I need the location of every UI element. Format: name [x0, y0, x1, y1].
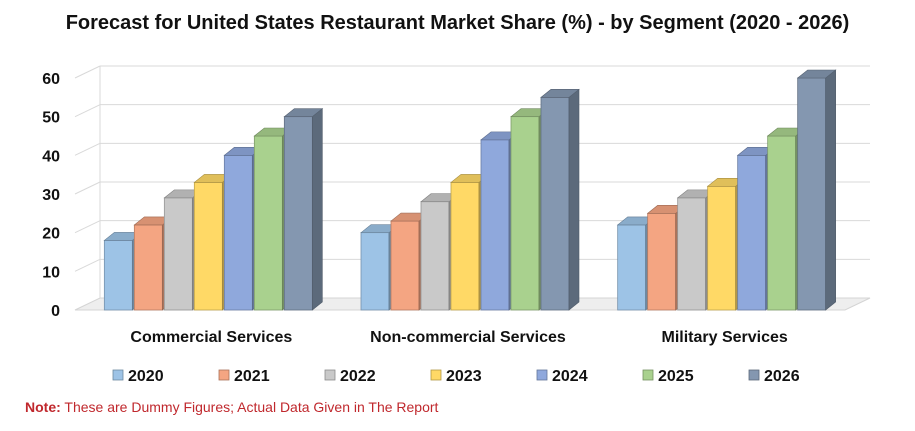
- y-tick-label: 40: [42, 148, 60, 165]
- bars: [103, 69, 837, 311]
- bar-front: [133, 224, 163, 311]
- bar-front: [510, 116, 540, 311]
- bar-front: [737, 154, 767, 311]
- bar-front: [420, 201, 450, 311]
- legend: 2020 2021 2022 2023 2024 2025 2026: [112, 368, 800, 385]
- legend-swatch: [218, 369, 230, 381]
- legend-swatch: [642, 369, 654, 381]
- legend-label: 2025: [658, 368, 694, 385]
- bar: [283, 108, 324, 311]
- bar: [796, 69, 837, 311]
- legend-swatch: [430, 369, 442, 381]
- bar-front: [253, 135, 283, 311]
- bar-front: [390, 220, 420, 311]
- gridline-depth: [74, 65, 101, 79]
- bar-front: [480, 139, 510, 311]
- bar: [540, 88, 580, 311]
- gridline-depth: [74, 258, 101, 272]
- legend-entry: 2026: [748, 368, 800, 385]
- legend-label: 2024: [552, 368, 588, 385]
- bar-front: [540, 96, 570, 311]
- bar-front: [223, 154, 253, 311]
- bar-front: [677, 197, 707, 311]
- bar-front: [707, 185, 737, 311]
- legend-label: 2020: [128, 368, 164, 385]
- bar-front: [617, 224, 647, 311]
- legend-swatch: [748, 369, 760, 381]
- gridline-depth: [74, 220, 101, 234]
- bar-side: [312, 108, 323, 311]
- bar-front: [450, 181, 480, 311]
- legend-entry: 2024: [536, 368, 588, 385]
- y-tick-label: 30: [42, 187, 60, 204]
- x-axis: Commercial Services Non-commercial Servic…: [130, 329, 788, 346]
- y-tick-label: 20: [42, 226, 60, 243]
- y-tick-label: 10: [42, 264, 60, 281]
- legend-entry: 2025: [642, 368, 694, 385]
- legend-label: 2023: [446, 368, 482, 385]
- legend-swatch: [324, 369, 336, 381]
- y-tick-label: 60: [42, 71, 60, 88]
- bar-front: [163, 197, 193, 311]
- bar-front: [767, 135, 797, 311]
- legend-label: 2022: [340, 368, 376, 385]
- gridline-depth: [74, 104, 101, 118]
- legend-entry: 2020: [112, 368, 164, 385]
- x-category-label: Non-commercial Services: [370, 329, 566, 346]
- bar-front: [797, 77, 827, 311]
- note-body: These are Dummy Figures; Actual Data Giv…: [60, 399, 439, 415]
- y-tick-label: 50: [42, 110, 60, 127]
- x-category-label: Military Services: [662, 329, 788, 346]
- bar-side: [825, 69, 836, 311]
- legend-label: 2026: [764, 368, 800, 385]
- bar-side: [568, 88, 580, 311]
- chart-title: Forecast for United States Restaurant Ma…: [65, 12, 850, 34]
- bar-top: [796, 69, 837, 79]
- bar-front: [283, 116, 313, 311]
- bar-front: [193, 181, 223, 311]
- legend-entry: 2021: [218, 368, 270, 385]
- bar-front: [360, 232, 390, 311]
- bar-front: [103, 239, 133, 311]
- legend-entry: 2023: [430, 368, 482, 385]
- gridline-depth: [74, 142, 101, 156]
- bar-front: [647, 212, 677, 311]
- legend-swatch: [536, 369, 548, 381]
- note-text: Note: These are Dummy Figures; Actual Da…: [25, 399, 438, 415]
- legend-label: 2021: [234, 368, 270, 385]
- gridline-depth: [74, 181, 101, 195]
- bar-top: [283, 108, 324, 117]
- legend-entry: 2022: [324, 368, 376, 385]
- y-tick-label: 0: [51, 303, 60, 320]
- bar-top: [540, 89, 580, 98]
- legend-swatch: [112, 369, 124, 381]
- x-category-label: Commercial Services: [130, 329, 292, 346]
- note-prefix: Note:: [25, 399, 61, 415]
- y-axis: 0 10 20 30 40 50 60: [42, 71, 60, 320]
